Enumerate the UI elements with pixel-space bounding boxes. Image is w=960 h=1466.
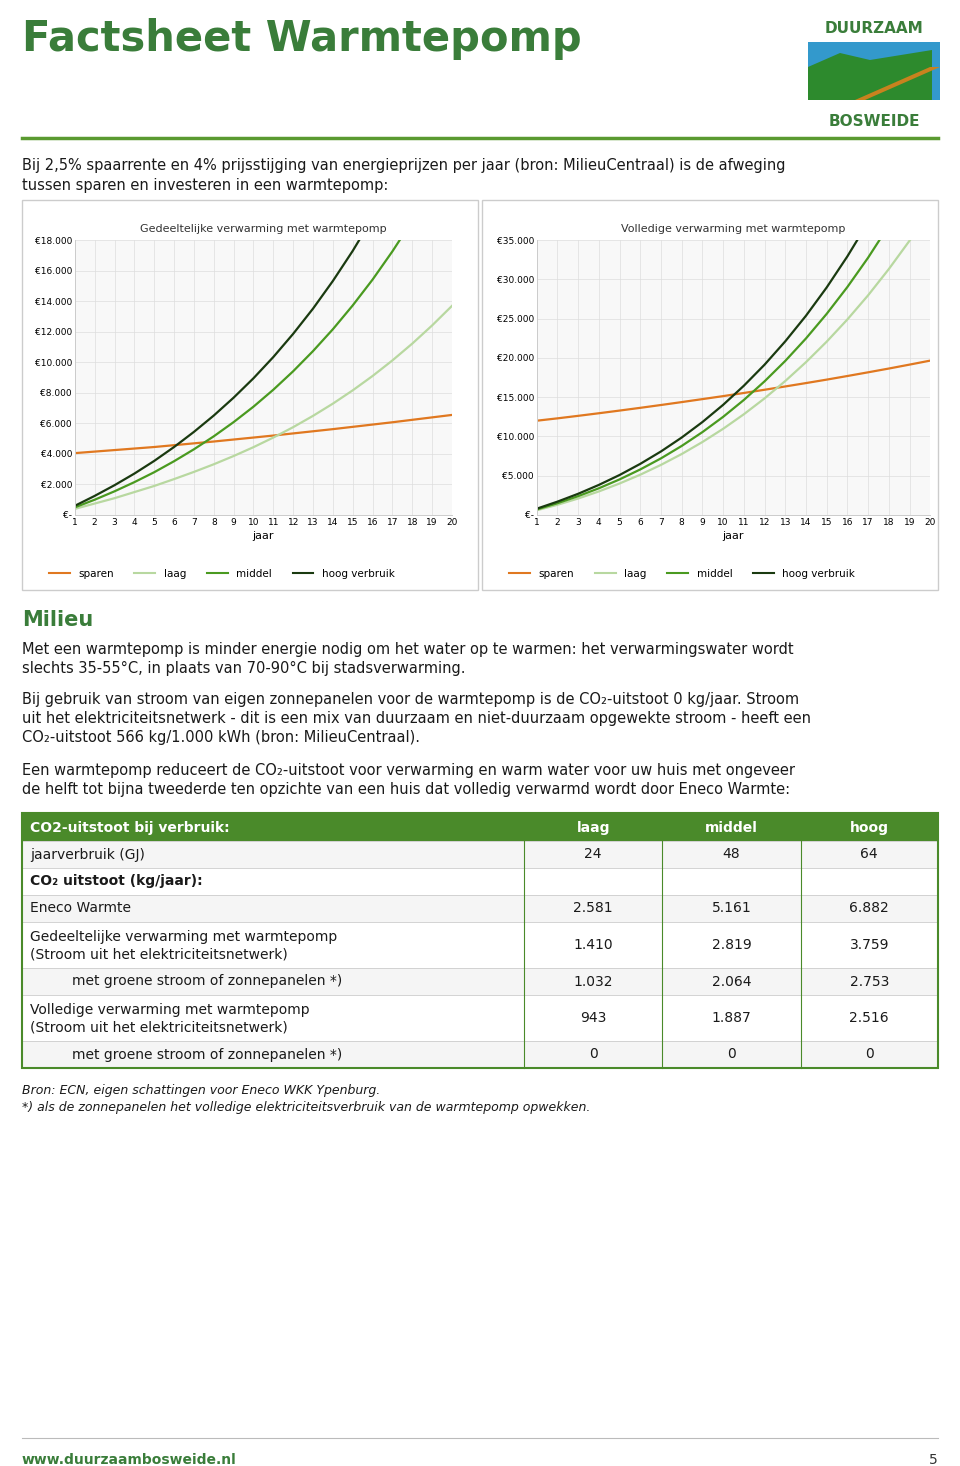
Text: (Stroom uit het elektriciteitsnetwerk): (Stroom uit het elektriciteitsnetwerk) [30, 1020, 288, 1034]
Text: Volledige verwarming met warmtepomp: Volledige verwarming met warmtepomp [30, 1003, 310, 1017]
Title: Gedeeltelijke verwarming met warmtepomp: Gedeeltelijke verwarming met warmtepomp [140, 224, 387, 233]
Text: 1.032: 1.032 [573, 975, 612, 988]
Text: 0: 0 [727, 1048, 735, 1061]
Bar [22, 1041, 938, 1069]
Text: BOSWEIDE: BOSWEIDE [828, 114, 920, 129]
Text: de helft tot bijna tweederde ten opzichte van een huis dat volledig verwarmd wor: de helft tot bijna tweederde ten opzicht… [22, 781, 790, 798]
Text: (Stroom uit het elektriciteitsnetwerk): (Stroom uit het elektriciteitsnetwerk) [30, 947, 288, 962]
Text: Eneco Warmte: Eneco Warmte [30, 902, 131, 915]
Text: middel: middel [705, 821, 757, 836]
Bar [22, 814, 938, 841]
Text: 2.753: 2.753 [850, 975, 889, 988]
Text: CO2-uitstoot bij verbruik:: CO2-uitstoot bij verbruik: [30, 821, 229, 836]
Text: www.duurzaambosweide.nl: www.duurzaambosweide.nl [22, 1453, 237, 1466]
Text: CO₂-uitstoot 566 kg/1.000 kWh (bron: MilieuCentraal).: CO₂-uitstoot 566 kg/1.000 kWh (bron: Mil… [22, 730, 420, 745]
Bar [22, 841, 938, 868]
Text: 0: 0 [588, 1048, 597, 1061]
Text: CO₂ uitstoot (kg/jaar):: CO₂ uitstoot (kg/jaar): [30, 875, 203, 888]
X-axis label: jaar: jaar [723, 531, 744, 541]
Bar [22, 896, 938, 922]
Bar [800, 4, 948, 133]
Text: 2.819: 2.819 [711, 938, 752, 951]
Text: 6.882: 6.882 [850, 902, 889, 915]
Text: 5: 5 [929, 1453, 938, 1466]
Text: laag: laag [576, 821, 610, 836]
Text: Een warmtepomp reduceert de CO₂-uitstoot voor verwarming en warm water voor uw h: Een warmtepomp reduceert de CO₂-uitstoot… [22, 762, 795, 778]
Bar [22, 968, 938, 995]
Text: 0: 0 [865, 1048, 874, 1061]
Text: DUURZAAM: DUURZAAM [825, 21, 924, 37]
Text: 2.516: 2.516 [850, 1012, 889, 1025]
Text: *) als de zonnepanelen het volledige elektriciteitsverbruik van de warmtepomp op: *) als de zonnepanelen het volledige ele… [22, 1101, 590, 1114]
Text: 24: 24 [585, 847, 602, 862]
Text: Bij 2,5% spaarrente en 4% prijsstijging van energieprijzen per jaar (bron: Milie: Bij 2,5% spaarrente en 4% prijsstijging … [22, 158, 785, 173]
Text: 943: 943 [580, 1012, 607, 1025]
Legend: sparen, laag, middel, hoog verbruik: sparen, laag, middel, hoog verbruik [44, 564, 398, 583]
Bar [22, 814, 938, 1069]
Bar [808, 43, 940, 100]
Text: Bij gebruik van stroom van eigen zonnepanelen voor de warmtepomp is de CO₂-uitst: Bij gebruik van stroom van eigen zonnepa… [22, 692, 799, 707]
Text: 1.887: 1.887 [711, 1012, 752, 1025]
Text: Factsheet Warmtepomp: Factsheet Warmtepomp [22, 18, 582, 60]
Bar [22, 868, 938, 896]
Text: met groene stroom of zonnepanelen *): met groene stroom of zonnepanelen *) [72, 1048, 343, 1061]
Text: jaarverbruik (GJ): jaarverbruik (GJ) [30, 847, 145, 862]
Text: 48: 48 [723, 847, 740, 862]
Text: 2.581: 2.581 [573, 902, 612, 915]
Text: Met een warmtepomp is minder energie nodig om het water op te warmen: het verwar: Met een warmtepomp is minder energie nod… [22, 642, 794, 657]
Text: slechts 35-55°C, in plaats van 70-90°C bij stadsverwarming.: slechts 35-55°C, in plaats van 70-90°C b… [22, 661, 466, 676]
Text: met groene stroom of zonnepanelen *): met groene stroom of zonnepanelen *) [72, 975, 343, 988]
Bar [482, 199, 938, 589]
Polygon shape [808, 50, 932, 100]
Text: 64: 64 [860, 847, 878, 862]
Text: Milieu: Milieu [22, 610, 93, 630]
X-axis label: jaar: jaar [252, 531, 275, 541]
Text: 3.759: 3.759 [850, 938, 889, 951]
Bar [22, 922, 938, 968]
Text: hoog: hoog [850, 821, 889, 836]
Title: Volledige verwarming met warmtepomp: Volledige verwarming met warmtepomp [621, 224, 846, 233]
Text: uit het elektriciteitsnetwerk - dit is een mix van duurzaam en niet-duurzaam opg: uit het elektriciteitsnetwerk - dit is e… [22, 711, 811, 726]
Text: tussen sparen en investeren in een warmtepomp:: tussen sparen en investeren in een warmt… [22, 177, 389, 194]
Bar [22, 199, 478, 589]
Legend: sparen, laag, middel, hoog verbruik: sparen, laag, middel, hoog verbruik [505, 564, 859, 583]
Text: 5.161: 5.161 [711, 902, 752, 915]
Bar [22, 995, 938, 1041]
Text: 1.410: 1.410 [573, 938, 612, 951]
Text: 2.064: 2.064 [711, 975, 751, 988]
Text: Gedeeltelijke verwarming met warmtepomp: Gedeeltelijke verwarming met warmtepomp [30, 929, 337, 944]
Polygon shape [855, 67, 940, 100]
Text: Bron: ECN, eigen schattingen voor Eneco WKK Ypenburg.: Bron: ECN, eigen schattingen voor Eneco … [22, 1083, 380, 1097]
